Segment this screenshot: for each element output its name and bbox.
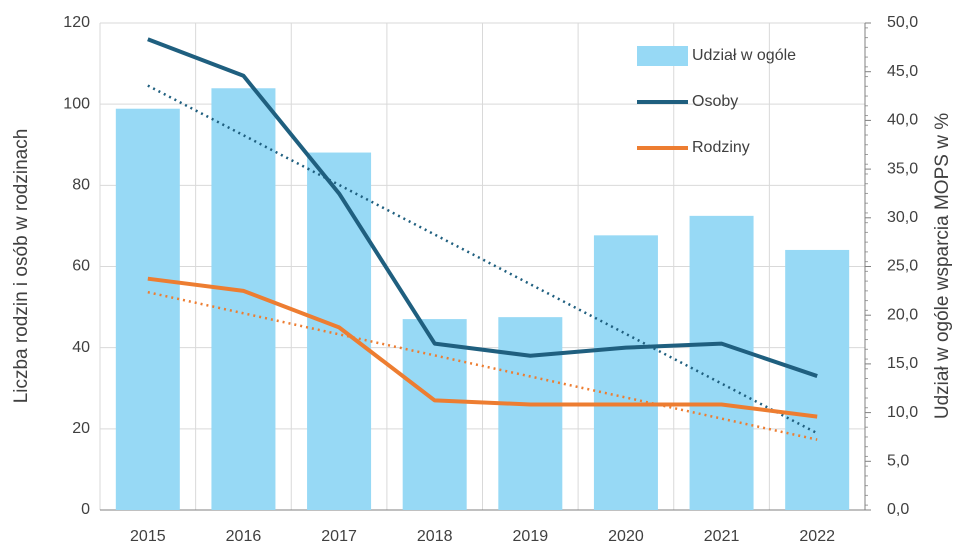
y2-tick-label: 15,0 [887, 355, 918, 372]
y-tick-label: 80 [72, 177, 90, 194]
bar [307, 152, 372, 511]
legend-label: Rodziny [692, 139, 750, 156]
y2-tick-label: 20,0 [887, 306, 918, 323]
y2-tick-label: 40,0 [887, 112, 918, 129]
y2-tick-label: 35,0 [887, 160, 918, 177]
y-tick-label: 20 [72, 420, 90, 437]
legend-label: Udział w ogóle [692, 47, 796, 64]
y2-tick-label: 30,0 [887, 209, 918, 226]
y2-tick-label: 5,0 [887, 453, 909, 470]
line [147, 276, 818, 419]
y-tick-label: 0 [81, 501, 90, 518]
y-tick-label: 120 [63, 14, 90, 31]
line [147, 37, 818, 378]
legend-label: Osoby [692, 93, 738, 110]
y2-tick-label: 10,0 [887, 404, 918, 421]
bar [498, 317, 563, 510]
y-tick-label: 60 [72, 258, 90, 275]
x-tick-label: 2022 [799, 528, 835, 545]
y-tick-label: 100 [63, 95, 90, 112]
x-tick-label: 2016 [226, 528, 262, 545]
x-tick-label: 2017 [321, 528, 357, 545]
x-tick-label: 2021 [704, 528, 740, 545]
bar [115, 108, 180, 510]
bar [689, 215, 754, 511]
y-tick-label: 40 [72, 339, 90, 356]
y-axis-label: Liczba rodzin i osób w rodzinach [11, 129, 32, 404]
trendline [147, 290, 818, 441]
bar [785, 249, 850, 510]
y2-tick-label: 25,0 [887, 258, 918, 275]
y2-axis-label: Udział w ogóle wsparcia MOPS w % [932, 113, 953, 419]
y2-tick-label: 0,0 [887, 501, 909, 518]
y2-tick-label: 50,0 [887, 14, 918, 31]
legend-swatch [637, 46, 688, 66]
y2-tick-label: 45,0 [887, 63, 918, 80]
x-tick-label: 2020 [608, 528, 644, 545]
x-tick-label: 2019 [513, 528, 549, 545]
x-tick-label: 2018 [417, 528, 453, 545]
x-tick-label: 2015 [130, 528, 166, 545]
bar [593, 235, 658, 510]
